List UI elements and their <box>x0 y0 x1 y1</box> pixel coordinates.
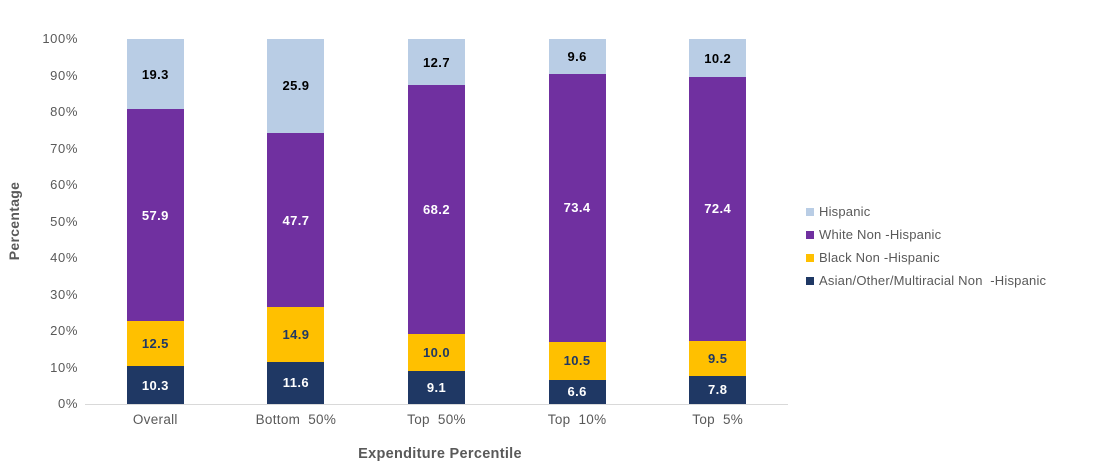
bar-bottom-50-: 11.6 14.9 47.7 25.9 <box>267 38 325 404</box>
value-label: 10.5 <box>563 353 591 369</box>
category-label: Top 5% <box>692 412 744 427</box>
y-tick-label: 30% <box>50 286 78 302</box>
segment-white-non-hispanic: 47.7 <box>267 133 325 308</box>
value-label: 10.3 <box>141 377 169 393</box>
legend: Hispanic White Non -Hispanic Black Non -Hi… <box>806 200 1046 292</box>
legend-swatch-icon <box>806 253 814 262</box>
segment-asian-other-multiracial-non-hispanic: 9.1 <box>408 370 465 404</box>
legend-label: Asian/Other/Multiracial Non -Hispanic <box>819 273 1047 288</box>
y-tick-label: 100% <box>42 31 78 46</box>
segment-asian-other-multiracial-non-hispanic: 7.8 <box>689 375 747 404</box>
value-label: 7.8 <box>708 382 728 398</box>
segment-hispanic: 25.9 <box>267 38 325 134</box>
value-label: 25.9 <box>282 78 310 94</box>
segment-hispanic: 9.6 <box>548 38 606 74</box>
segment-white-non-hispanic: 57.9 <box>126 109 184 321</box>
value-label: 10.0 <box>423 345 450 361</box>
value-label: 68.2 <box>423 202 450 218</box>
segment-hispanic: 10.2 <box>689 39 747 77</box>
bar-top-5-: 7.8 9.5 72.4 10.2 <box>689 39 747 404</box>
segment-asian-other-multiracial-non-hispanic: 11.6 <box>267 361 325 404</box>
value-label: 9.5 <box>708 350 728 366</box>
value-label: 73.4 <box>563 200 591 216</box>
x-axis-title: Expenditure Percentile <box>358 446 522 462</box>
segment-white-non-hispanic: 72.4 <box>689 76 747 341</box>
value-label: 12.7 <box>423 54 450 70</box>
segment-asian-other-multiracial-non-hispanic: 6.6 <box>548 379 606 404</box>
y-tick-label: 40% <box>50 250 78 265</box>
legend-item-asian-other-multiracial-non-hispanic: Asian/Other/Multiracial Non -Hispanic <box>806 269 1046 292</box>
legend-item-black-non-hispanic: Black Non -Hispanic <box>806 246 1046 269</box>
y-tick-label: 50% <box>50 213 78 229</box>
y-tick-label: 20% <box>50 323 78 338</box>
y-tick-label: 80% <box>50 104 78 119</box>
y-tick-label: 60% <box>50 177 78 192</box>
value-label: 9.6 <box>567 48 587 64</box>
bar-top-10-: 6.6 10.5 73.4 9.6 <box>548 38 606 404</box>
segment-asian-other-multiracial-non-hispanic: 10.3 <box>126 366 184 404</box>
x-axis-line <box>85 404 788 405</box>
y-tick-label: 0% <box>58 396 78 411</box>
segment-white-non-hispanic: 73.4 <box>548 73 606 342</box>
legend-label: White Non -Hispanic <box>819 227 942 242</box>
segment-hispanic: 19.3 <box>126 39 184 110</box>
category-label: Bottom 50% <box>255 412 337 427</box>
value-label: 57.9 <box>141 207 169 223</box>
category-label: Top 50% <box>407 412 466 427</box>
value-label: 9.1 <box>426 379 447 395</box>
bar-overall: 10.3 12.5 57.9 19.3 <box>126 39 184 404</box>
legend-item-hispanic: Hispanic <box>806 200 1046 223</box>
value-label: 14.9 <box>282 326 310 342</box>
segment-black-non-hispanic: 14.9 <box>267 307 325 362</box>
legend-swatch-icon <box>806 276 814 285</box>
segment-black-non-hispanic: 12.5 <box>126 320 184 367</box>
y-tick-label: 90% <box>50 67 78 83</box>
value-label: 10.2 <box>704 50 732 66</box>
category-label: Top 10% <box>547 412 607 427</box>
legend-swatch-icon <box>806 207 814 216</box>
segment-hispanic: 12.7 <box>408 39 465 86</box>
category-label: Overall <box>132 412 178 427</box>
segment-black-non-hispanic: 10.5 <box>548 341 606 380</box>
segment-black-non-hispanic: 9.5 <box>689 340 747 376</box>
bar-top-50-: 9.1 10.0 68.2 12.7 <box>408 39 465 404</box>
value-label: 11.6 <box>282 375 309 391</box>
legend-label: Black Non -Hispanic <box>819 250 940 265</box>
y-tick-label: 70% <box>50 140 78 156</box>
value-label: 72.4 <box>704 201 732 217</box>
y-tick-label: 10% <box>50 359 78 375</box>
value-label: 12.5 <box>141 336 169 352</box>
legend-label: Hispanic <box>819 204 871 219</box>
value-label: 6.6 <box>567 384 587 400</box>
legend-swatch-icon <box>806 230 814 239</box>
legend-item-white-non-hispanic: White Non -Hispanic <box>806 223 1046 246</box>
segment-black-non-hispanic: 10.0 <box>408 334 465 371</box>
segment-white-non-hispanic: 68.2 <box>408 85 465 335</box>
value-label: 47.7 <box>282 212 310 228</box>
value-label: 19.3 <box>141 66 169 82</box>
